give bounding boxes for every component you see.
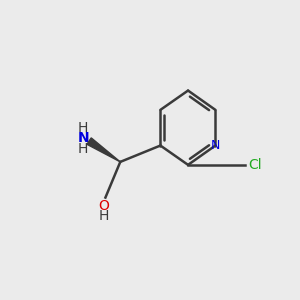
Text: O: O: [98, 199, 110, 213]
Polygon shape: [87, 138, 120, 162]
Text: N: N: [77, 131, 89, 145]
Text: H: H: [78, 142, 88, 155]
Text: N: N: [211, 139, 220, 152]
Text: H: H: [78, 121, 88, 135]
Text: Cl: Cl: [248, 158, 262, 172]
Text: H: H: [99, 209, 109, 224]
